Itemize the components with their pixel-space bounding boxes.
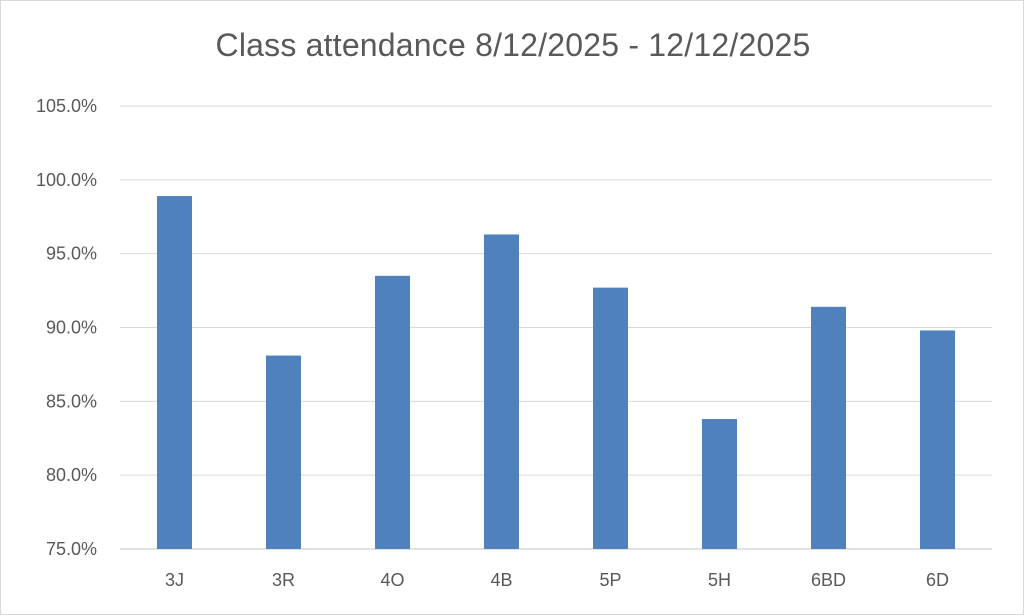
x-category-label: 3R xyxy=(272,570,295,590)
x-axis-category-labels: 3J 3R 4O 4B 5P 5H 6BD 6D xyxy=(165,570,949,590)
bars xyxy=(157,196,955,549)
bar-6d xyxy=(920,330,955,549)
bar-5p xyxy=(593,287,628,549)
y-tick-label: 100.0% xyxy=(36,170,97,190)
gridlines xyxy=(120,105,992,550)
y-tick-label: 90.0% xyxy=(46,318,97,338)
y-axis-tick-labels: 75.0% 80.0% 85.0% 90.0% 95.0% 100.0% 105.0% xyxy=(36,96,97,559)
x-category-label: 3J xyxy=(165,570,184,590)
bar-5h xyxy=(702,419,737,549)
bar-4b xyxy=(484,234,519,549)
x-category-label: 6BD xyxy=(811,570,846,590)
bar-3j xyxy=(157,196,192,549)
y-tick-label: 75.0% xyxy=(46,539,97,559)
bar-6bd xyxy=(811,306,846,549)
y-tick-label: 80.0% xyxy=(46,465,97,485)
bar-3r xyxy=(266,355,301,549)
x-category-label: 5H xyxy=(708,570,731,590)
bar-4o xyxy=(375,275,410,549)
x-category-label: 4O xyxy=(380,570,404,590)
y-tick-label: 95.0% xyxy=(46,244,97,264)
y-tick-label: 85.0% xyxy=(46,391,97,411)
y-tick-label: 105.0% xyxy=(36,96,97,116)
x-category-label: 5P xyxy=(599,570,621,590)
x-category-label: 6D xyxy=(926,570,949,590)
chart-title: Class attendance 8/12/2025 - 12/12/2025 xyxy=(215,27,811,63)
x-category-label: 4B xyxy=(490,570,512,590)
